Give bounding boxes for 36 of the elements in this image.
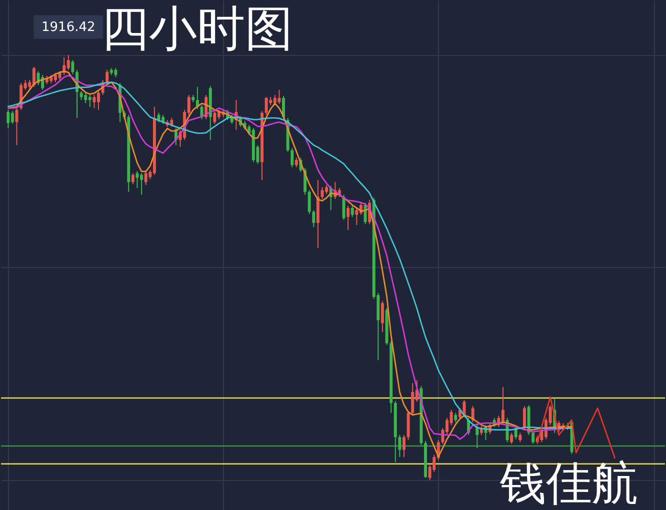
candlestick: [294, 157, 298, 168]
candlestick: [355, 207, 358, 226]
candlestick: [264, 96, 268, 116]
candlestick: [66, 54, 70, 70]
candlestick: [71, 60, 74, 75]
candlestick: [213, 110, 216, 124]
candlestick: [131, 172, 134, 185]
candlestick: [532, 430, 535, 444]
candlestick: [144, 170, 148, 186]
candlestick: [462, 400, 466, 418]
candlestick: [510, 432, 514, 444]
candlestick: [6, 109, 10, 129]
candlestick: [398, 434, 402, 458]
candlestick: [92, 94, 96, 109]
candlestick: [350, 205, 354, 218]
text: 1916.42: [42, 20, 96, 35]
candlestick: [32, 66, 36, 88]
candlestick: [84, 92, 88, 104]
candlestick: [501, 386, 504, 424]
candlestick: [402, 434, 406, 458]
candlestick: [282, 95, 286, 120]
candlestick: [346, 205, 350, 231]
annotation: 钱佳航: [499, 456, 638, 510]
candlestick: [136, 170, 139, 189]
candlestick: [308, 190, 311, 214]
candlestick: [380, 300, 384, 333]
candlestick: [411, 382, 414, 416]
candlestick: [312, 210, 316, 228]
candlestick: [88, 94, 92, 108]
candlestick: [518, 432, 522, 443]
chart-title: 四小时图: [101, 1, 293, 57]
candlestick: [278, 89, 281, 104]
candlestick: [454, 412, 458, 423]
candlestick: [290, 148, 294, 168]
candlestick: [522, 406, 526, 430]
candlestick: [10, 110, 14, 124]
